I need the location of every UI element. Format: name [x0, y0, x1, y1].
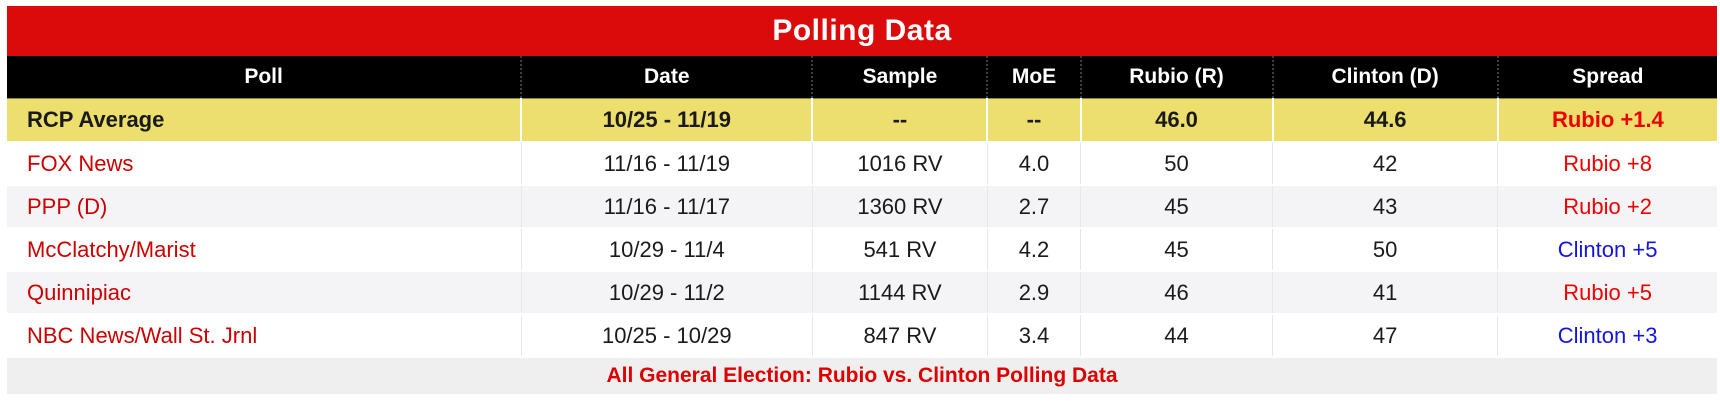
- clinton-value-cell: 43: [1272, 185, 1498, 228]
- table-row: McClatchy/Marist 10/29 - 11/4 541 RV 4.2…: [7, 228, 1717, 271]
- moe-cell: 4.2: [986, 228, 1081, 271]
- spread-cell: Rubio +8: [1497, 142, 1717, 185]
- table-row: FOX News 11/16 - 11/19 1016 RV 4.0 50 42…: [7, 142, 1717, 185]
- rubio-value-cell: 46: [1079, 271, 1273, 314]
- column-header-clinton: Clinton (D): [1271, 56, 1498, 98]
- moe-cell: 3.4: [986, 314, 1081, 357]
- spread-cell: Clinton +3: [1497, 314, 1717, 357]
- polling-table: Poll Date Sample MoE Rubio (R) Clinton (…: [7, 56, 1717, 394]
- clinton-value-cell: 47: [1272, 314, 1498, 357]
- poll-link[interactable]: Quinnipiac: [27, 279, 131, 305]
- spread-cell: Rubio +1.4: [1496, 98, 1717, 142]
- poll-link[interactable]: McClatchy/Marist: [27, 236, 196, 262]
- poll-link[interactable]: NBC News/Wall St. Jrnl: [27, 322, 258, 348]
- rubio-value-cell: 45: [1079, 228, 1273, 271]
- column-header-spread: Spread: [1496, 56, 1717, 98]
- footer-row: All General Election: Rubio vs. Clinton …: [7, 357, 1717, 394]
- sample-cell: 1144 RV: [811, 271, 988, 314]
- sample-cell: 847 RV: [811, 314, 988, 357]
- moe-cell: 2.9: [986, 271, 1081, 314]
- table-row: Quinnipiac 10/29 - 11/2 1144 RV 2.9 46 4…: [7, 271, 1717, 314]
- date-cell: 10/29 - 11/4: [520, 228, 813, 271]
- spread-cell: Clinton +5: [1497, 228, 1717, 271]
- date-cell: 10/25 - 10/29: [520, 314, 813, 357]
- rubio-value-cell: 45: [1079, 185, 1273, 228]
- clinton-value-cell: 41: [1272, 271, 1498, 314]
- column-header-date: Date: [520, 56, 813, 98]
- date-cell: 11/16 - 11/19: [520, 142, 813, 185]
- rubio-value-cell: 50: [1079, 142, 1273, 185]
- sample-cell: 541 RV: [811, 228, 988, 271]
- moe-cell: 2.7: [986, 185, 1081, 228]
- sample-cell: 1016 RV: [811, 142, 988, 185]
- rubio-value-cell: 44: [1079, 314, 1273, 357]
- page-title: Polling Data: [772, 14, 952, 47]
- moe-cell: 4.0: [986, 142, 1081, 185]
- title-bar: Polling Data: [7, 6, 1717, 56]
- spread-cell: Rubio +5: [1497, 271, 1717, 314]
- rcp-average-row: RCP Average 10/25 - 11/19 -- -- 46.0 44.…: [7, 98, 1717, 142]
- date-cell: 10/29 - 11/2: [520, 271, 813, 314]
- poll-link[interactable]: PPP (D): [27, 193, 108, 219]
- spread-cell: Rubio +2: [1497, 185, 1717, 228]
- clinton-value-cell: 44.6: [1271, 98, 1498, 142]
- clinton-value-cell: 42: [1272, 142, 1498, 185]
- polling-data-widget: Polling Data Poll Date Sample MoE Rubio …: [7, 6, 1717, 394]
- poll-link[interactable]: FOX News: [27, 150, 134, 176]
- clinton-value-cell: 50: [1272, 228, 1498, 271]
- date-cell: 10/25 - 11/19: [520, 98, 813, 142]
- table-row: PPP (D) 11/16 - 11/17 1360 RV 2.7 45 43 …: [7, 185, 1717, 228]
- sample-cell: 1360 RV: [811, 185, 988, 228]
- footer-note: All General Election: Rubio vs. Clinton …: [606, 364, 1118, 387]
- sample-cell: --: [811, 98, 988, 142]
- header-row: Poll Date Sample MoE Rubio (R) Clinton (…: [7, 56, 1717, 98]
- column-header-rubio: Rubio (R): [1079, 56, 1273, 98]
- moe-cell: --: [986, 98, 1081, 142]
- date-cell: 11/16 - 11/17: [520, 185, 813, 228]
- column-header-moe: MoE: [986, 56, 1081, 98]
- table-header: Poll Date Sample MoE Rubio (R) Clinton (…: [7, 56, 1717, 98]
- column-header-poll: Poll: [244, 64, 283, 88]
- rubio-value-cell: 46.0: [1079, 98, 1273, 142]
- column-header-sample: Sample: [811, 56, 988, 98]
- rcp-average-label: RCP Average: [27, 106, 165, 132]
- table-row: NBC News/Wall St. Jrnl 10/25 - 10/29 847…: [7, 314, 1717, 357]
